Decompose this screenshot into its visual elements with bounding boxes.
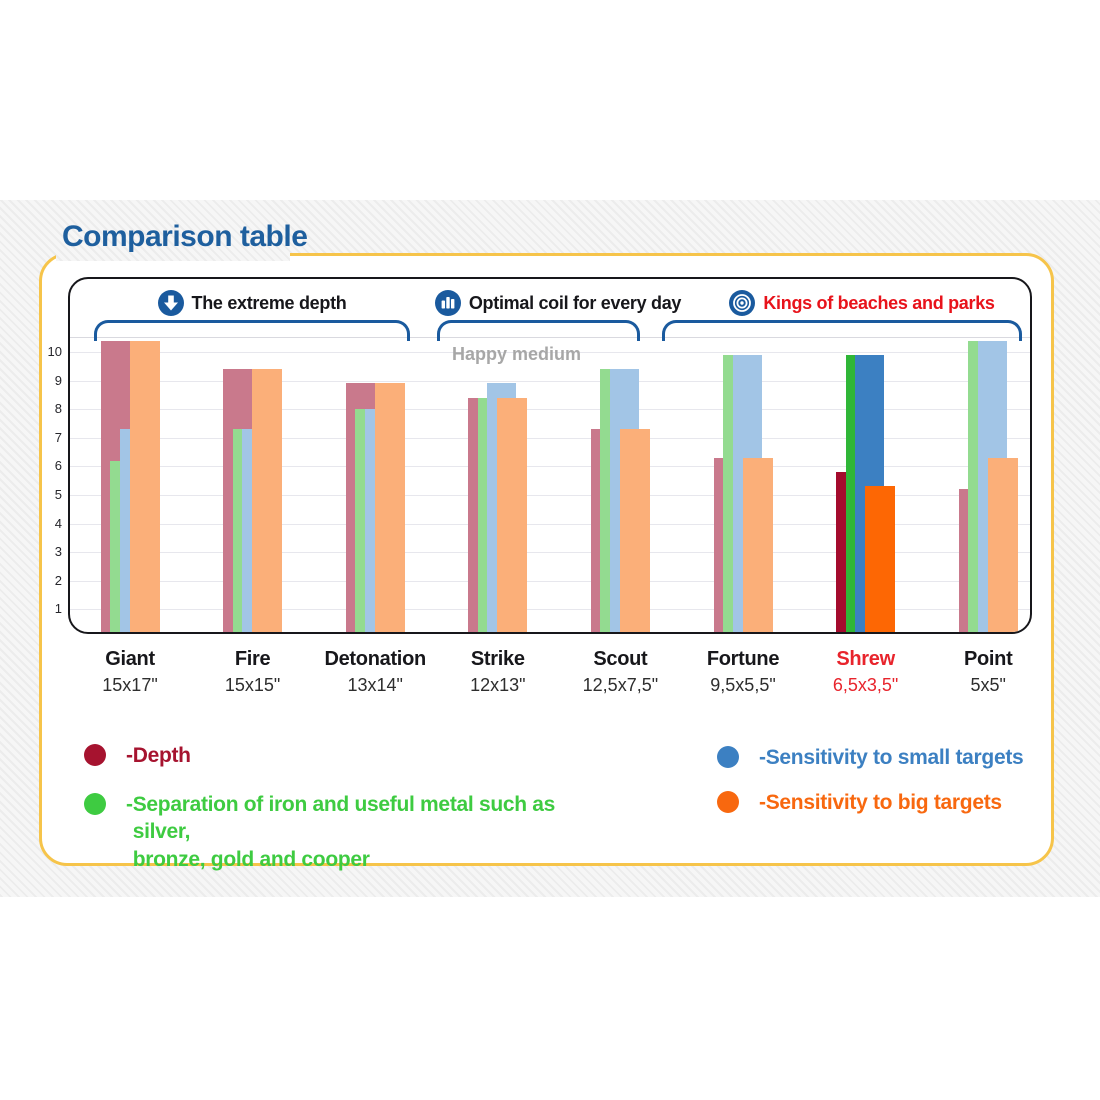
small-targets-swatch — [717, 746, 739, 768]
plot-top-line — [70, 337, 1030, 338]
section-bracket-optimal-coil — [437, 320, 640, 341]
gridline-5 — [70, 495, 1030, 496]
gridline-4 — [70, 523, 1030, 525]
section-header-label: Kings of beaches and parks — [763, 292, 995, 313]
legend-dash: - — [759, 746, 766, 769]
separation-swatch — [84, 793, 106, 815]
bar-big_targets-giant — [129, 340, 160, 632]
bar-big_targets-point — [987, 457, 1018, 632]
legend-dash: - — [126, 744, 133, 767]
legend-label-text: Sensitivity to big targets — [765, 791, 1002, 814]
gridline-6 — [70, 466, 1030, 468]
down-arrow-icon — [157, 290, 184, 316]
bar-big_targets-scout — [619, 429, 650, 632]
legend-item: - Sensitivity to big targets — [717, 789, 1002, 816]
section-header-optimal-coil: Optimal coil for every day — [408, 288, 708, 318]
bar-chart-icon — [434, 290, 461, 316]
legend-item: - Separation of iron and useful metal su… — [84, 791, 604, 873]
legend-label: - Depth — [126, 742, 191, 769]
legend-label: - Sensitivity to small targets — [759, 744, 1024, 771]
legend-label: - Sensitivity to big targets — [759, 789, 1002, 816]
gridline-3 — [70, 552, 1030, 554]
depth-swatch — [84, 744, 106, 766]
plot-area — [70, 279, 1030, 632]
bar-big_targets-detonation — [374, 383, 405, 632]
legend-dash: - — [759, 791, 766, 814]
section-header-label: Optimal coil for every day — [468, 292, 682, 313]
legend-label-text: Depth — [132, 744, 191, 767]
bar-big_targets-fortune — [742, 457, 773, 632]
section-header-kings-of-beaches: Kings of beaches and parks — [697, 288, 1027, 318]
chart-panel: The extreme depth Optimal coil for every… — [68, 277, 1032, 634]
legend-item: - Sensitivity to small targets — [717, 744, 1024, 771]
section-header-label: The extreme depth — [191, 292, 347, 313]
gridline-1 — [70, 609, 1030, 611]
legend-label-text: Sensitivity to small targets — [765, 746, 1024, 769]
legend-dash: - — [126, 793, 133, 816]
big-targets-swatch — [717, 791, 739, 813]
bar-big_targets-shrew — [865, 486, 896, 632]
bullseye-icon — [729, 290, 756, 316]
section-bracket-extreme-depth — [94, 320, 410, 341]
legend-label: - Separation of iron and useful metal su… — [126, 791, 604, 873]
bar-big_targets-strike — [497, 397, 528, 632]
gridline-7 — [70, 437, 1030, 439]
gridline-8 — [70, 409, 1030, 411]
page-title: Comparison table — [62, 220, 308, 253]
legend-item: - Depth — [84, 742, 191, 769]
legend-label-text: Separation of iron and useful metal such… — [132, 793, 556, 871]
gridline-2 — [70, 580, 1030, 582]
gridline-10 — [70, 352, 1030, 353]
bar-big_targets-fire — [252, 369, 283, 632]
section-header-extreme-depth: The extreme depth — [87, 288, 417, 318]
section-bracket-kings-of-beaches — [662, 320, 1022, 341]
happy-medium-annotation: Happy medium — [452, 344, 582, 364]
gridline-9 — [70, 380, 1030, 382]
title-background-mask — [56, 245, 290, 261]
